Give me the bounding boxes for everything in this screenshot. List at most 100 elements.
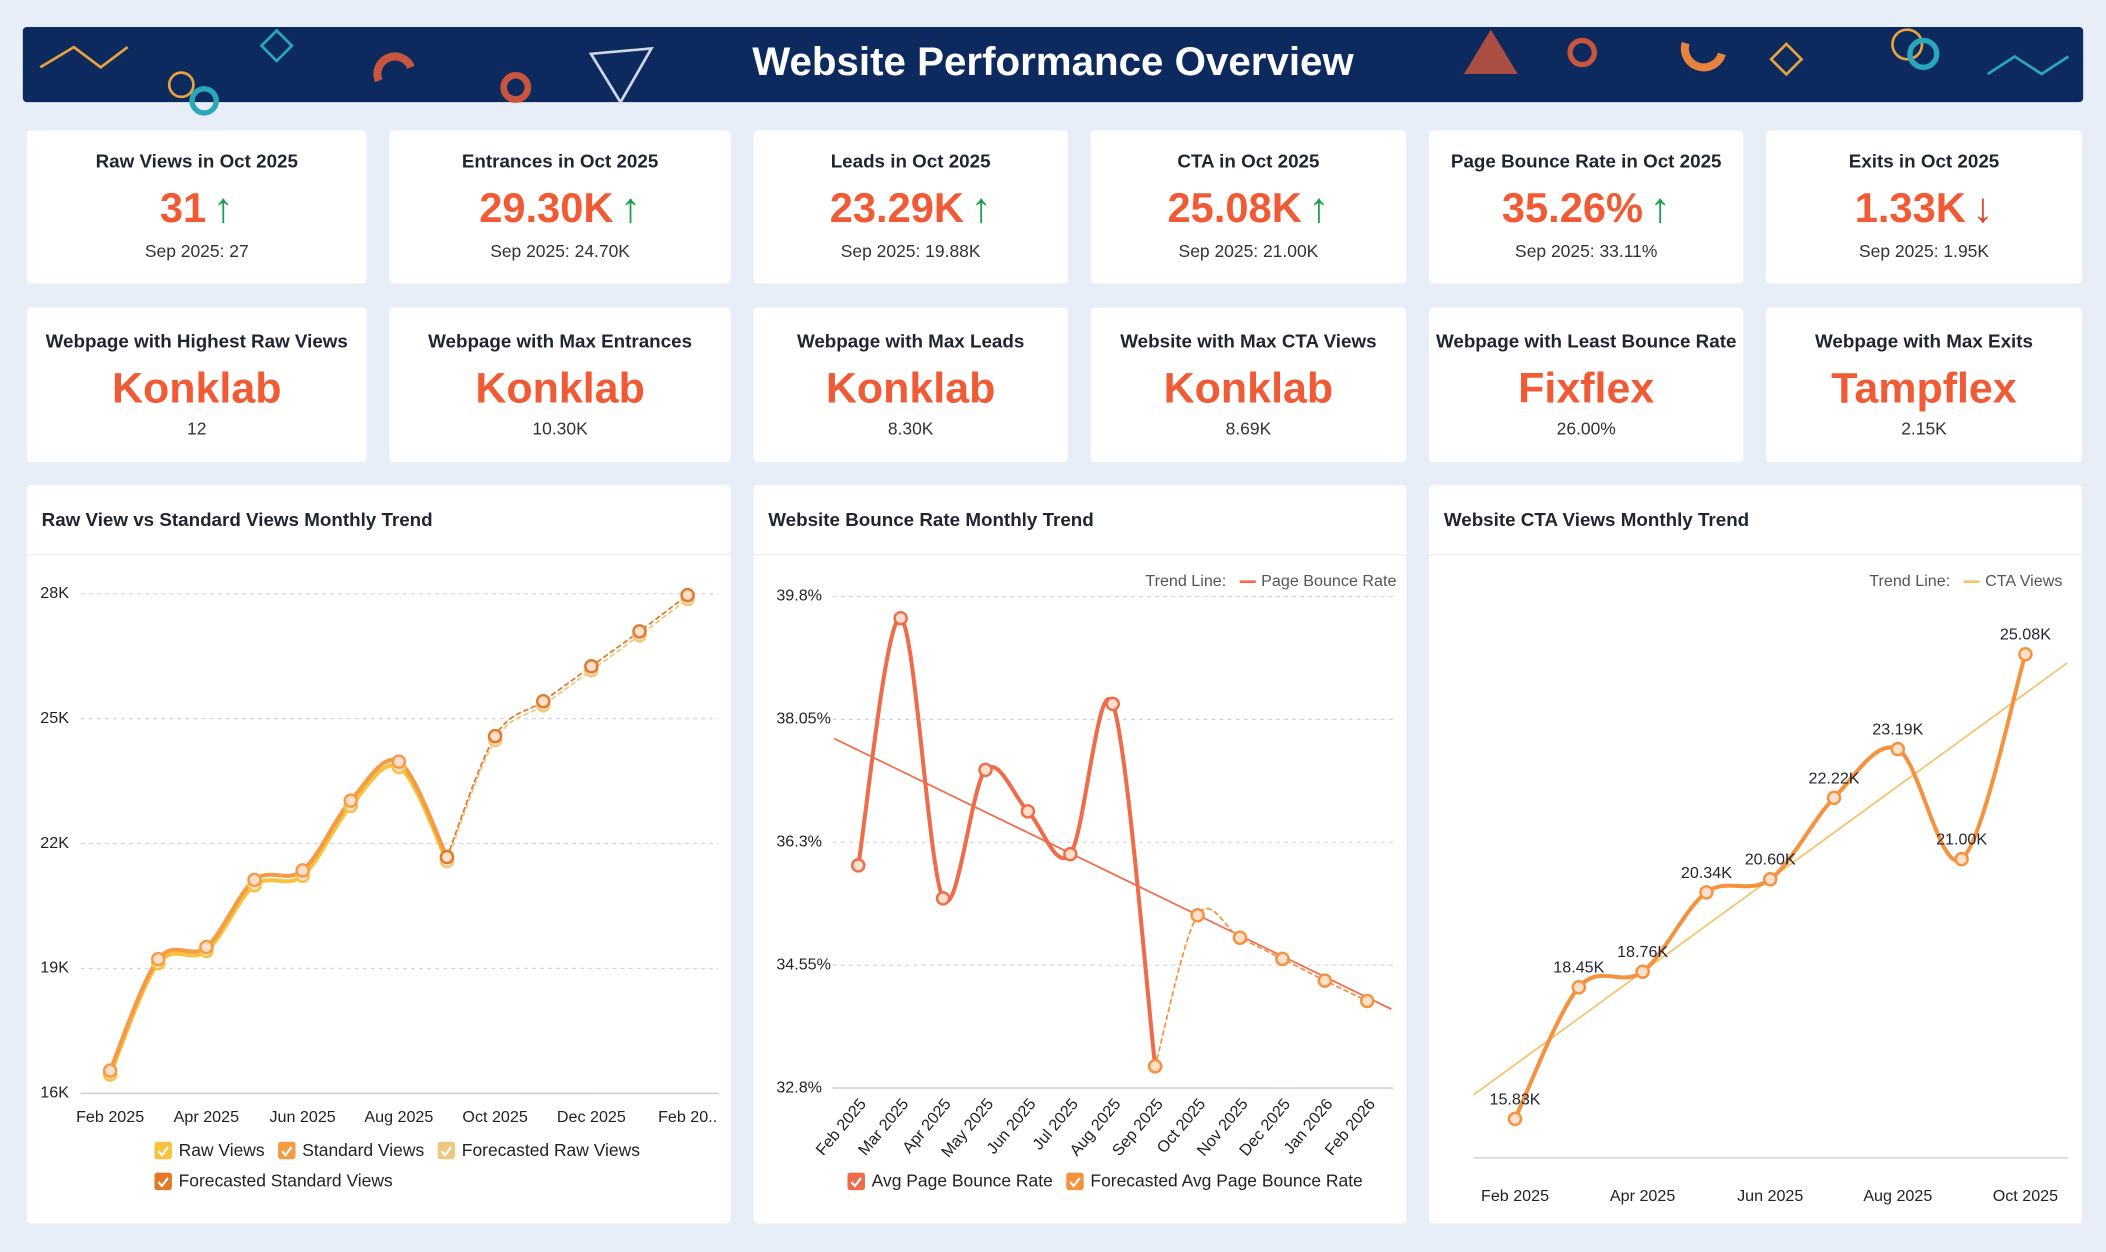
x-tick-label: Jun 2025	[1737, 1187, 1803, 1205]
legend-label: Avg Page Bounce Rate	[872, 1171, 1053, 1191]
legend-check	[157, 1146, 169, 1157]
legend-check	[157, 1177, 169, 1188]
highlight-value: Konklab	[112, 364, 282, 412]
x-tick-label: Jun 2025	[269, 1108, 335, 1126]
legend-item: Forecasted Standard Views	[154, 1171, 393, 1191]
data-label: 18.76K	[1617, 943, 1668, 961]
data-point	[1571, 980, 1587, 995]
y-tick-label: 28K	[40, 584, 69, 602]
kpi-card	[26, 130, 367, 284]
data-label: 20.60K	[1745, 851, 1796, 869]
header: Website Performance Overview	[22, 26, 2084, 116]
legend-swatch	[847, 1172, 865, 1191]
kpi-trend: ↑	[620, 184, 641, 231]
kpi-trend: ↑	[1308, 184, 1329, 231]
data-point	[1147, 1059, 1163, 1074]
y-tick-label: 36.3%	[776, 832, 822, 850]
kpi-card	[753, 130, 1068, 284]
highlight-card	[26, 307, 367, 463]
legend-label: Forecasted Avg Page Bounce Rate	[1090, 1171, 1362, 1191]
data-point	[1699, 885, 1714, 900]
y-tick-label: 32.8%	[776, 1078, 822, 1096]
kpi-card	[1766, 130, 2082, 284]
data-point	[2018, 646, 2033, 662]
data-point	[632, 624, 647, 639]
kpi-trend: ↑	[213, 184, 234, 231]
trend-legend-label: Trend Line:	[1145, 572, 1226, 590]
data-point	[893, 610, 908, 626]
legend-check	[281, 1146, 293, 1157]
data-point	[102, 1063, 118, 1078]
x-tick-label: Oct 2025	[462, 1108, 527, 1126]
data-point	[1359, 993, 1375, 1009]
legend-label: Forecasted Raw Views	[462, 1140, 640, 1160]
trend-legend-name: Page Bounce Rate	[1261, 572, 1396, 590]
legend-label: Standard Views	[302, 1140, 424, 1160]
kpi-title: Raw Views in Oct 2025	[96, 151, 298, 172]
highlight-value: Fixflex	[1518, 364, 1654, 412]
y-tick-label: 25K	[40, 709, 69, 727]
kpi-number: 25.08K	[1168, 184, 1302, 231]
kpi-value: 23.29K ↑	[830, 184, 992, 231]
kpi-value: 31 ↑	[160, 184, 234, 231]
data-point	[1020, 804, 1036, 819]
chart-panel	[753, 484, 1407, 1224]
kpi-previous: Sep 2025: 21.00K	[1179, 241, 1319, 261]
highlight-card	[753, 307, 1068, 463]
kpi-previous: Sep 2025: 19.88K	[841, 241, 981, 261]
data-point	[247, 872, 262, 888]
data-point	[978, 762, 993, 778]
chart-panel	[26, 484, 731, 1224]
highlight-detail: 26.00%	[1557, 419, 1616, 439]
legend-label: Raw Views	[179, 1140, 265, 1160]
kpi-value: 25.08K ↑	[1168, 184, 1330, 231]
highlight-title: Webpage with Max Leads	[797, 331, 1024, 352]
data-label: 20.34K	[1681, 864, 1732, 882]
x-tick-label: Aug 2025	[1863, 1187, 1932, 1205]
kpi-previous: Sep 2025: 24.70K	[490, 241, 630, 261]
kpi-card	[389, 130, 731, 284]
highlight-title: Website with Max CTA Views	[1120, 331, 1376, 352]
y-tick-label: 34.55%	[776, 955, 831, 973]
x-tick-label: Oct 2025	[1993, 1187, 2058, 1205]
highlight-title: Webpage with Max Entrances	[428, 331, 692, 352]
highlight-card	[1429, 307, 1744, 463]
kpi-previous: Sep 2025: 27	[145, 241, 249, 261]
data-point	[199, 939, 214, 955]
chart-title: Website CTA Views Monthly Trend	[1444, 509, 1749, 530]
highlight-card	[1090, 307, 1407, 463]
kpi-card	[1429, 130, 1744, 284]
legend-check	[1069, 1177, 1081, 1188]
y-tick-label: 39.8%	[776, 587, 822, 605]
data-label: 15.83K	[1489, 1090, 1540, 1108]
kpi-trend: ↑	[1650, 184, 1671, 231]
legend-swatch	[154, 1141, 172, 1160]
kpi-title: Page Bounce Rate in Oct 2025	[1451, 151, 1722, 172]
data-point	[1275, 951, 1290, 967]
kpi-number: 1.33K	[1855, 184, 1966, 231]
chart-title: Raw View vs Standard Views Monthly Trend	[42, 509, 433, 530]
data-point	[850, 858, 866, 873]
data-point	[680, 587, 695, 603]
highlight-title: Webpage with Max Exits	[1815, 331, 2033, 352]
data-point	[343, 793, 359, 808]
data-point	[935, 891, 951, 906]
kpi-trend: ↓	[1972, 184, 1993, 231]
x-tick-label: Dec 2025	[557, 1108, 626, 1126]
x-tick-label: Feb 2025	[1481, 1187, 1549, 1205]
data-point	[1105, 696, 1120, 712]
data-point	[391, 754, 407, 769]
highlight-value: Tampflex	[1831, 364, 2017, 412]
legend-item: Forecasted Raw Views	[437, 1140, 640, 1160]
kpi-title: Entrances in Oct 2025	[462, 151, 658, 172]
kpi-number: 31	[160, 184, 206, 231]
data-point	[1826, 790, 1842, 806]
chart-panel	[1429, 484, 2082, 1224]
trend-legend-name: CTA Views	[1985, 572, 2062, 590]
data-point	[1635, 964, 1650, 979]
kpi-previous: Sep 2025: 1.95K	[1859, 241, 1989, 261]
highlight-detail: 10.30K	[532, 419, 588, 439]
data-label: 25.08K	[2000, 626, 2051, 644]
kpi-title: CTA in Oct 2025	[1177, 151, 1319, 172]
